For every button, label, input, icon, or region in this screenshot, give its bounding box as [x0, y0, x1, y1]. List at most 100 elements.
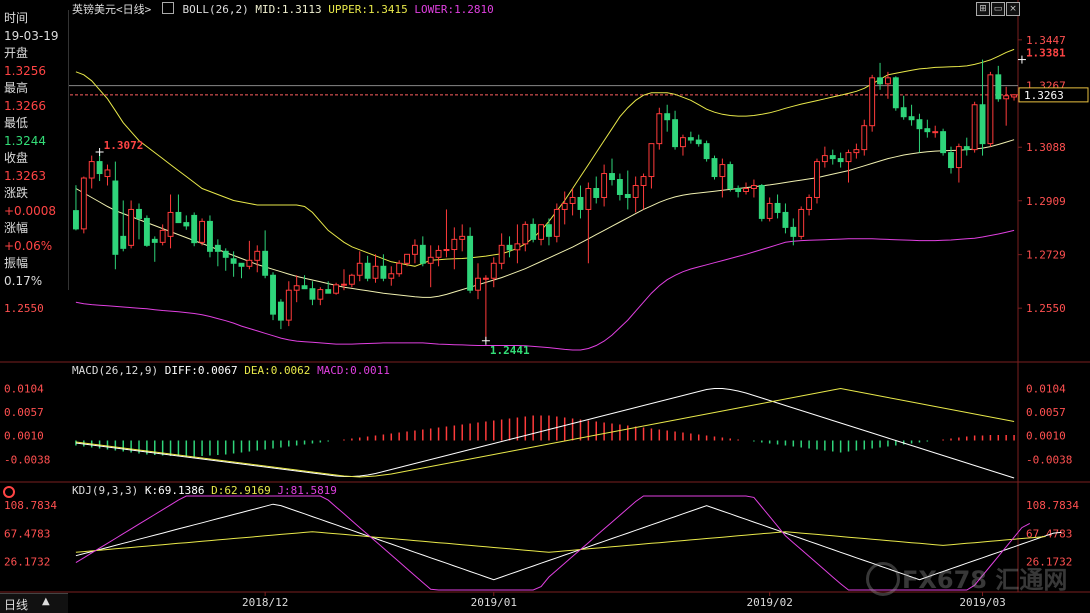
macd-tick-label-left: 0.0104 [4, 383, 44, 396]
candle-body [96, 161, 103, 175]
candle-body [427, 256, 434, 264]
candle-body [167, 211, 174, 237]
candle-body [443, 249, 450, 252]
candle-body [72, 210, 79, 230]
candle-body [530, 223, 537, 240]
candle-body [609, 173, 615, 181]
macd-label: MACD(26,12,9) [72, 364, 159, 377]
boll-lower-value: LOWER:1.2810 [414, 3, 494, 16]
candle-body [538, 224, 545, 240]
candle-body [995, 74, 1002, 100]
period-label: 日线 [4, 598, 29, 612]
candle-body [837, 158, 844, 163]
info-panel-row: 1.3244 [4, 133, 46, 148]
macd-tick-label: 0.0057 [1026, 406, 1066, 419]
candle-body [821, 155, 828, 163]
candle-body [561, 202, 568, 210]
candle-body [711, 158, 718, 178]
candle-body [1011, 94, 1018, 98]
candle-body [380, 265, 387, 279]
candle-body [979, 104, 986, 145]
candle-body [940, 131, 947, 154]
period-dropdown-icon[interactable]: ▲ [42, 596, 50, 607]
macd-tick-label-left: 0.0010 [4, 430, 44, 443]
candle-body [475, 277, 481, 291]
window-restore-icon[interactable]: ▭ [991, 2, 1005, 16]
candle-body [758, 185, 765, 219]
kdj-d-value: D:62.9169 [211, 484, 271, 497]
time-tick-label: 2019/01 [471, 596, 517, 609]
info-panel-row: 开盘 [4, 46, 29, 60]
candle-body [490, 262, 497, 279]
ohlc-info-panel: 时间 19-03-19 开盘 1.3256 最高 1.3266 最低 1.3244 收盘 1.32… [0, 10, 69, 290]
macd-dea-line [75, 387, 1015, 478]
candle-body [270, 274, 276, 315]
candle-body [987, 74, 994, 145]
last-price-label: 1.3263 [1024, 89, 1064, 102]
candle-body [884, 77, 891, 85]
close-icon[interactable]: × [1006, 2, 1020, 16]
candle-body [916, 119, 923, 130]
kdj-tick-label-left: 67.4783 [4, 527, 50, 540]
candle-body [948, 152, 954, 169]
candle-body [246, 259, 253, 267]
price-tick-label: 1.2550 [1026, 302, 1066, 315]
candle-body [624, 193, 631, 198]
candle-body [632, 185, 639, 198]
price-tick-label: 1.3088 [1026, 141, 1066, 154]
candle-body [924, 128, 931, 133]
candle-body [404, 253, 410, 264]
candle-body [703, 143, 710, 160]
instrument-title: 英镑美元<日线> [72, 3, 152, 16]
candle-body [585, 188, 592, 210]
info-panel-row: 0.17% [4, 273, 43, 288]
candle-body [254, 250, 261, 261]
settings-gear-icon[interactable] [3, 486, 15, 498]
candle-body [672, 119, 679, 148]
extreme-label: 1.2441 [490, 344, 530, 357]
candle-body [695, 139, 702, 145]
candle-body [159, 229, 166, 243]
candle-body [522, 223, 529, 245]
candle-body [892, 77, 899, 109]
info-panel-row: 振幅 [4, 256, 29, 270]
period-selector[interactable]: 日线 ▲ [0, 593, 68, 613]
candle-body [222, 250, 229, 258]
candle-body [853, 149, 860, 154]
candle-body [285, 289, 292, 321]
candle-body [750, 185, 757, 190]
macd-value: MACD:0.0011 [317, 364, 390, 377]
candle-body [687, 137, 694, 141]
candle-body [640, 176, 647, 187]
candle-body [963, 146, 970, 151]
candle-body [396, 262, 403, 275]
kdj-tick-label: 108.7834 [1026, 499, 1079, 512]
kdj-tick-label: 67.4783 [1026, 527, 1072, 540]
macd-tick-label: -0.0038 [1026, 454, 1072, 467]
boll-icon[interactable] [161, 2, 174, 14]
price-tick-label: 1.3447 [1026, 34, 1066, 47]
info-panel-row: +0.06% [4, 238, 53, 253]
candle-body [120, 235, 127, 249]
candle-body [112, 180, 119, 255]
macd-tick-label: 0.0104 [1026, 383, 1066, 396]
candle-body [262, 250, 269, 276]
candle-body [293, 285, 300, 291]
info-panel-row: 1.3256 [4, 63, 46, 78]
macd-dea-value: DEA:0.0062 [244, 364, 311, 377]
kdj-legend: KDJ(9,3,3) K:69.1386 D:62.9169 J:81.5819 [72, 484, 337, 497]
main-legend: 英镑美元<日线> BOLL(26,2) MID:1.3113 UPPER:1.3… [72, 1, 494, 17]
info-panel-row: 最高 [4, 81, 29, 95]
candle-body [238, 262, 245, 267]
candle-body [829, 155, 836, 160]
candle-body [136, 208, 142, 219]
candle-body [553, 208, 560, 237]
chart-toggle-icon[interactable]: ⊞ [976, 2, 990, 16]
candle-body [325, 289, 332, 294]
info-panel-row: 1.3263 [4, 168, 46, 183]
last-price-box [1018, 87, 1089, 103]
candle-body [301, 285, 308, 290]
price-tick-label: 1.2909 [1026, 195, 1066, 208]
candle-body [798, 208, 805, 237]
time-tick-label: 2018/12 [242, 596, 288, 609]
